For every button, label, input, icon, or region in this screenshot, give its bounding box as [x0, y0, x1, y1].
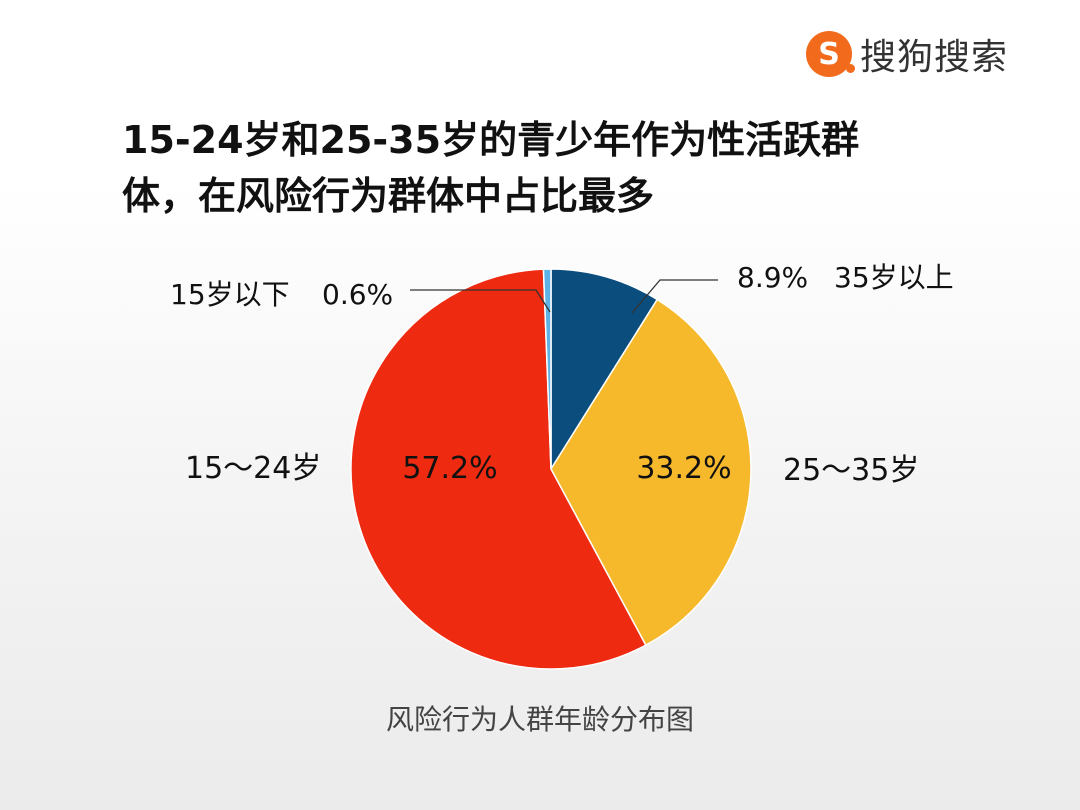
label-25-35-category: 25～35岁 — [783, 453, 919, 488]
chart-caption: 风险行为人群年龄分布图 — [385, 703, 694, 736]
slide-title: 15-24岁和25-35岁的青少年作为性活跃群 体，在风险行为群体中占比最多 — [122, 112, 942, 224]
slide-title-line-2: 体，在风险行为群体中占比最多 — [122, 174, 655, 218]
leader-line-over35 — [631, 279, 718, 314]
pie-slice-under15 — [542, 268, 552, 470]
label-under15-value: 0.6% — [322, 278, 393, 311]
sogou-logo-icon: S — [806, 31, 855, 77]
pie-slice-over35 — [550, 268, 659, 472]
pie-slices — [350, 268, 752, 670]
label-15-24-category: 15～24岁 — [185, 451, 321, 486]
label-25-35-value: 33.2% — [636, 451, 731, 486]
sogou-logo-text: 搜狗搜索 — [860, 37, 1009, 78]
sogou-logo: S 搜狗搜索 — [806, 28, 1008, 80]
label-15-24-value: 57.2% — [402, 451, 497, 486]
slide-title-line-1: 15-24岁和25-35岁的青少年作为性活跃群 — [122, 118, 860, 162]
label-under15-category: 15岁以下 — [170, 278, 290, 311]
pie-slice-age25_35 — [550, 298, 752, 647]
label-over35-value: 8.9% — [737, 261, 808, 294]
leader-line-under15 — [410, 289, 551, 313]
pie-slice-age15_24 — [350, 268, 647, 670]
label-over35-category: 35岁以上 — [834, 261, 954, 294]
